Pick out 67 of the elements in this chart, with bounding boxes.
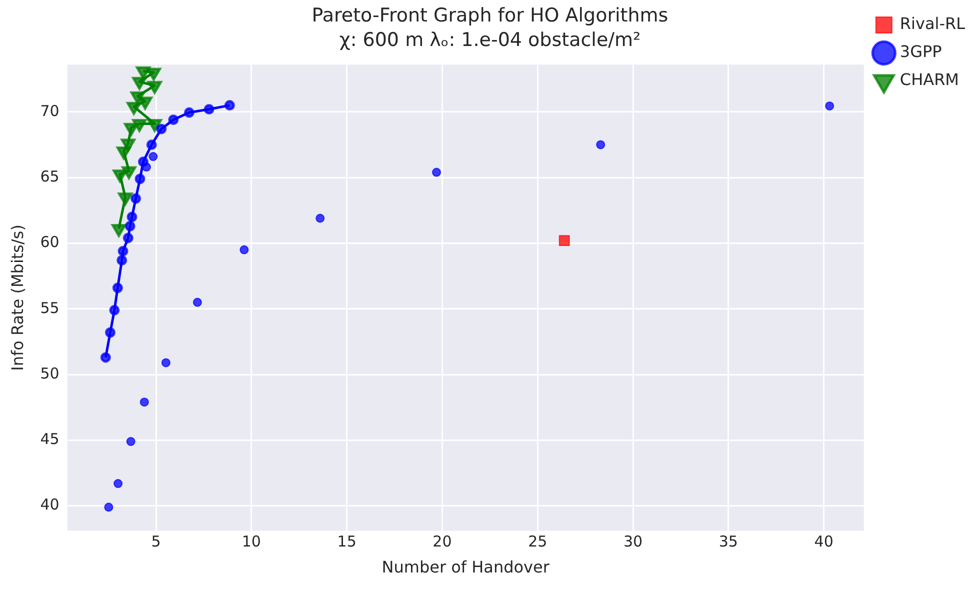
point — [558, 235, 570, 246]
x-tick-label: 20 — [432, 532, 452, 551]
x-tick-label: 35 — [718, 532, 738, 551]
y-tick-label: 60 — [40, 233, 60, 252]
point — [240, 245, 249, 254]
point — [122, 166, 136, 180]
point — [118, 246, 128, 256]
y-tick-label: 65 — [40, 167, 60, 186]
point — [112, 282, 123, 294]
point — [156, 124, 167, 134]
y-tick-label: 70 — [40, 102, 60, 120]
x-tick-label: 5 — [151, 532, 161, 551]
x-axis-title: Number of Handover — [382, 558, 550, 577]
point — [132, 118, 147, 132]
point — [168, 114, 179, 126]
legend-label: CHARM — [900, 70, 959, 90]
point — [118, 192, 133, 206]
point — [161, 358, 170, 368]
y-tick-label: 55 — [40, 298, 60, 317]
point — [316, 214, 325, 223]
point — [116, 255, 128, 266]
point — [126, 437, 136, 446]
point — [130, 91, 146, 104]
point — [138, 156, 148, 168]
point — [132, 76, 147, 90]
point — [134, 174, 146, 184]
point — [147, 80, 162, 94]
point — [124, 220, 136, 232]
legend-label: 3GPP — [900, 42, 942, 62]
x-tick-label: 30 — [623, 532, 643, 551]
x-tick-label: 40 — [814, 532, 834, 551]
point — [136, 66, 151, 80]
point — [130, 193, 142, 204]
x-tick-label: 25 — [528, 532, 548, 551]
point — [147, 118, 162, 132]
chart-subtitle: χ: 600 m λₒ: 1.e-04 obstacle/m² — [339, 29, 641, 52]
point — [104, 502, 114, 512]
point — [192, 298, 202, 307]
chart-title: Pareto-Front Graph for HO Algorithms — [312, 4, 668, 26]
point — [825, 101, 834, 110]
point — [124, 122, 139, 136]
point — [224, 100, 235, 111]
point — [112, 170, 128, 183]
point — [146, 68, 162, 81]
point — [140, 398, 149, 407]
point — [122, 232, 134, 244]
point — [138, 96, 152, 110]
point — [109, 304, 120, 316]
point — [104, 327, 116, 338]
point — [184, 107, 194, 118]
x-tick-label: 15 — [337, 532, 356, 551]
y-tick-label: 40 — [40, 496, 60, 514]
point — [126, 212, 138, 222]
x-tick-label: 10 — [242, 532, 261, 551]
y-axis-title: Info Rate (Mbits/s) — [8, 224, 27, 371]
point — [114, 479, 123, 488]
point — [146, 139, 157, 150]
point — [432, 168, 441, 177]
y-tick-label: 50 — [40, 364, 60, 382]
legend-label: Rival-RL — [900, 14, 966, 34]
point — [596, 140, 606, 150]
point — [148, 152, 158, 162]
point — [120, 138, 136, 152]
point — [100, 352, 111, 363]
point — [126, 102, 142, 115]
y-tick-label: 45 — [40, 430, 60, 448]
point — [204, 104, 214, 114]
